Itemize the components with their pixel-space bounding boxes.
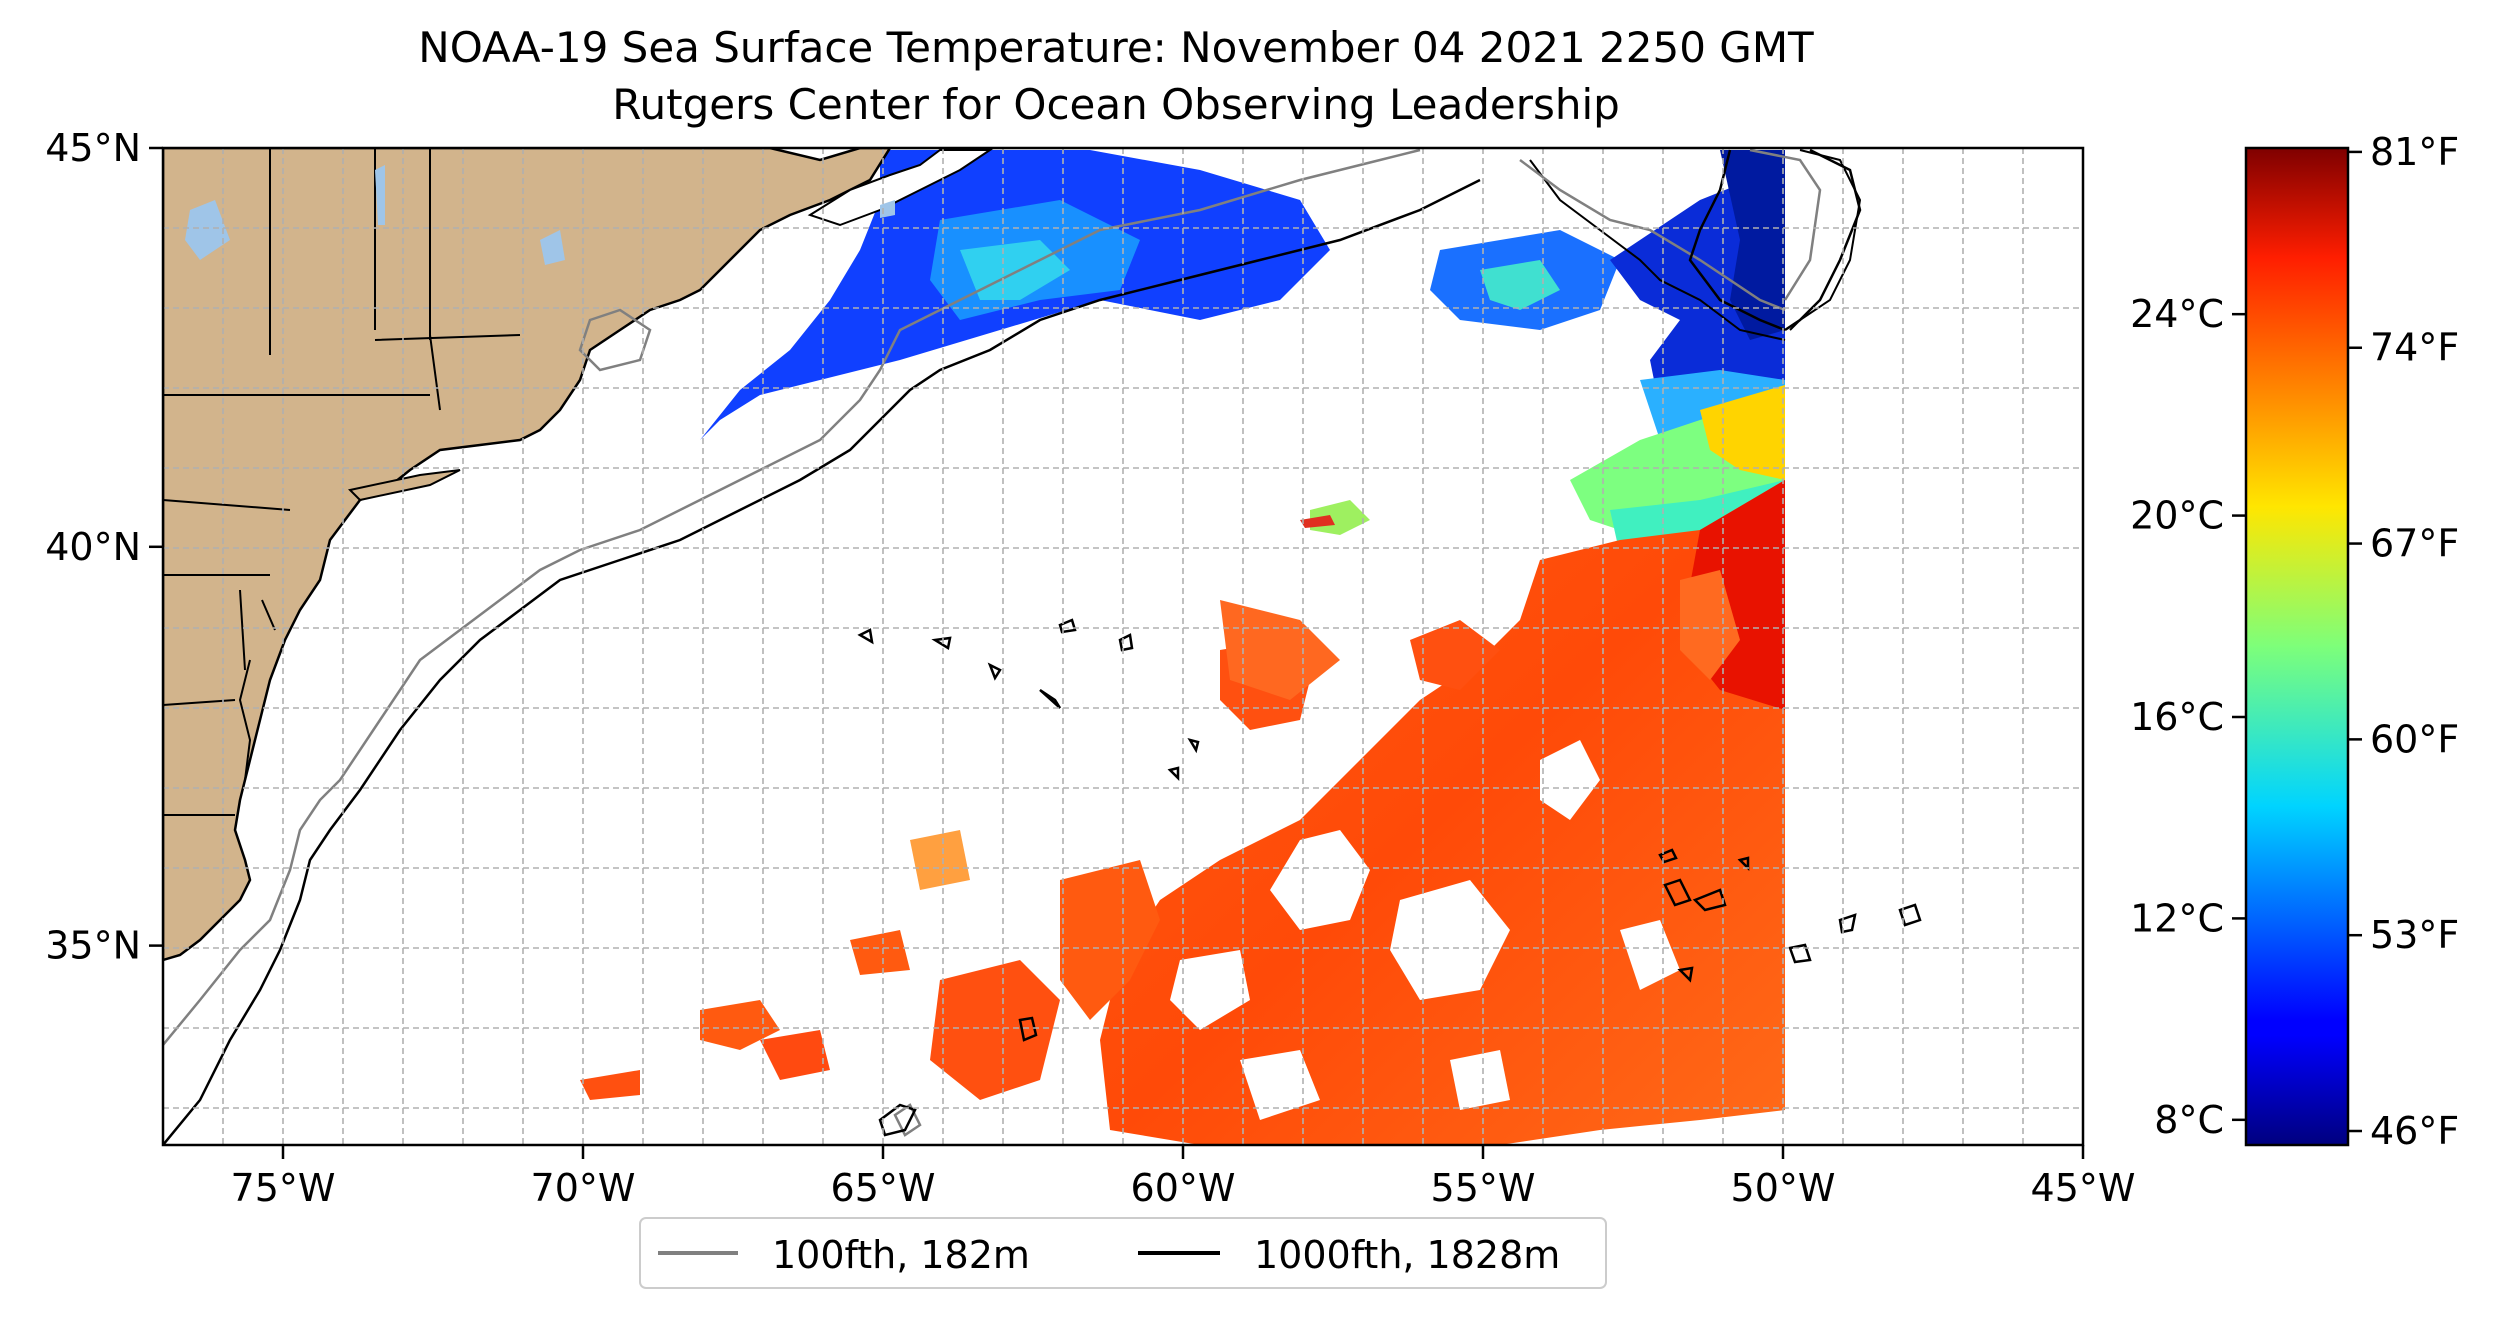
map-title: NOAA-19 Sea Surface Temperature: Novembe… — [418, 23, 1814, 72]
latitude-axis: 45°N 40°N 35°N — [45, 126, 163, 968]
longitude-tick-label: 60°W — [1131, 1166, 1236, 1210]
map-frame — [161, 146, 2085, 1147]
colorbar-fahrenheit-label: 67°F — [2370, 522, 2459, 566]
colorbar-celsius-label: 16°C — [2130, 695, 2224, 739]
longitude-tick-label: 45°W — [2031, 1166, 2136, 1210]
map-subtitle: Rutgers Center for Ocean Observing Leade… — [612, 80, 1620, 129]
graticule — [163, 148, 2083, 1145]
map-area — [163, 148, 2083, 1145]
colorbar-celsius-label: 24°C — [2130, 292, 2224, 336]
land-mass — [163, 148, 1862, 962]
colorbar-gradient — [2244, 146, 2350, 1147]
colorbar-fahrenheit-label: 81°F — [2370, 130, 2459, 174]
colorbar: 8°C 12°C 16°C 20°C 24°C 46°F 53°F 60°F 67°F 74°F… — [2130, 130, 2459, 1153]
longitude-tick-label: 70°W — [531, 1166, 636, 1210]
colorbar-fahrenheit-label: 60°F — [2370, 717, 2459, 761]
colorbar-fahrenheit-label: 46°F — [2370, 1109, 2459, 1153]
longitude-tick-label: 55°W — [1431, 1166, 1536, 1210]
latitude-tick-label: 35°N — [45, 924, 141, 968]
colorbar-fahrenheit-axis: 46°F 53°F 60°F 67°F 74°F 81°F — [2348, 130, 2459, 1153]
isobath-1000fth — [163, 148, 1922, 1145]
colorbar-fahrenheit-label: 53°F — [2370, 913, 2459, 957]
longitude-tick-label: 50°W — [1731, 1166, 1836, 1210]
colorbar-celsius-label: 20°C — [2130, 494, 2224, 538]
sst-warm-region — [580, 480, 1785, 1145]
longitude-tick-label: 75°W — [231, 1166, 336, 1210]
isobath-100fth — [163, 148, 1822, 1137]
latitude-tick-label: 40°N — [45, 525, 141, 569]
longitude-axis: 75°W 70°W 65°W 60°W 55°W 50°W 45°W — [231, 1145, 2136, 1210]
cloud-mask — [1120, 700, 1680, 1120]
latitude-tick-label: 45°N — [45, 126, 141, 170]
colorbar-celsius-label: 12°C — [2130, 896, 2224, 940]
colorbar-celsius-label: 8°C — [2154, 1098, 2224, 1142]
isobath-legend: 100fth, 182m 1000fth, 1828m — [639, 1217, 1607, 1289]
legend-label-100fth: 100fth, 182m — [772, 1233, 1030, 1277]
colorbar-celsius-axis: 8°C 12°C 16°C 20°C 24°C — [2130, 292, 2246, 1142]
legend-label-1000fth: 1000fth, 1828m — [1254, 1233, 1560, 1277]
legend-box — [639, 1217, 1607, 1289]
colorbar-fahrenheit-label: 74°F — [2370, 326, 2459, 370]
longitude-tick-label: 65°W — [831, 1166, 936, 1210]
